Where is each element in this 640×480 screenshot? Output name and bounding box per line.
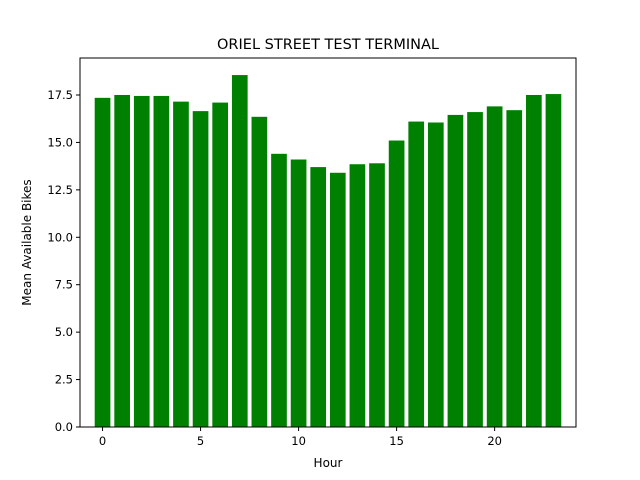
y-axis-ticks: 0.0 2.5 5.0 7.5 10.0 12.5 15.0 17.5 xyxy=(47,88,80,434)
bar-hour-19 xyxy=(467,112,483,427)
bar-hour-14 xyxy=(369,163,385,428)
plot-frame xyxy=(79,57,577,428)
x-axis-label: Hour xyxy=(314,456,343,470)
y-tick-label: 17.5 xyxy=(47,88,73,102)
bar-hour-20 xyxy=(486,106,503,427)
x-tick-label: 15 xyxy=(389,434,404,448)
bar-hour-3 xyxy=(153,95,170,427)
bar-hour-16 xyxy=(408,121,425,427)
x-axis-ticks: 0 5 10 15 20 xyxy=(99,427,502,448)
bar-hour-21 xyxy=(506,110,523,428)
bar-hour-8 xyxy=(251,116,268,427)
bar-hour-12 xyxy=(329,172,346,427)
x-tick-label: 5 xyxy=(197,434,204,448)
y-tick-label: 10.0 xyxy=(47,230,73,244)
bar-hour-18 xyxy=(447,114,464,428)
bar-hour-17 xyxy=(427,122,444,427)
bar-hour-22 xyxy=(526,94,542,428)
bar-hour-11 xyxy=(310,167,327,427)
y-axis-label: Mean Available Bikes xyxy=(20,179,34,305)
bar-hour-7 xyxy=(231,75,248,427)
y-tick-label: 0.0 xyxy=(55,420,73,434)
bar-hour-10 xyxy=(290,159,307,427)
bar-hour-0 xyxy=(94,97,111,427)
bar-hour-2 xyxy=(133,95,150,427)
bar-hour-13 xyxy=(349,164,366,428)
chart-title: ORIEL STREET TEST TERMINAL xyxy=(217,37,439,53)
y-tick-label: 7.5 xyxy=(55,278,73,292)
bar-hour-6 xyxy=(212,102,229,427)
x-tick-label: 0 xyxy=(99,434,106,448)
y-tick-label: 5.0 xyxy=(55,325,73,339)
y-tick-label: 15.0 xyxy=(47,135,73,149)
bars-group xyxy=(94,75,562,428)
x-tick-label: 20 xyxy=(487,434,502,448)
bar-hour-15 xyxy=(388,140,405,427)
bar-hour-4 xyxy=(173,101,189,427)
x-tick-label: 10 xyxy=(291,434,306,448)
y-tick-label: 12.5 xyxy=(47,183,73,197)
y-tick-label: 2.5 xyxy=(55,373,73,387)
bar-hour-5 xyxy=(192,111,209,428)
bar-hour-1 xyxy=(114,94,130,428)
bar-hour-9 xyxy=(271,153,287,427)
bar-hour-23 xyxy=(545,94,562,428)
